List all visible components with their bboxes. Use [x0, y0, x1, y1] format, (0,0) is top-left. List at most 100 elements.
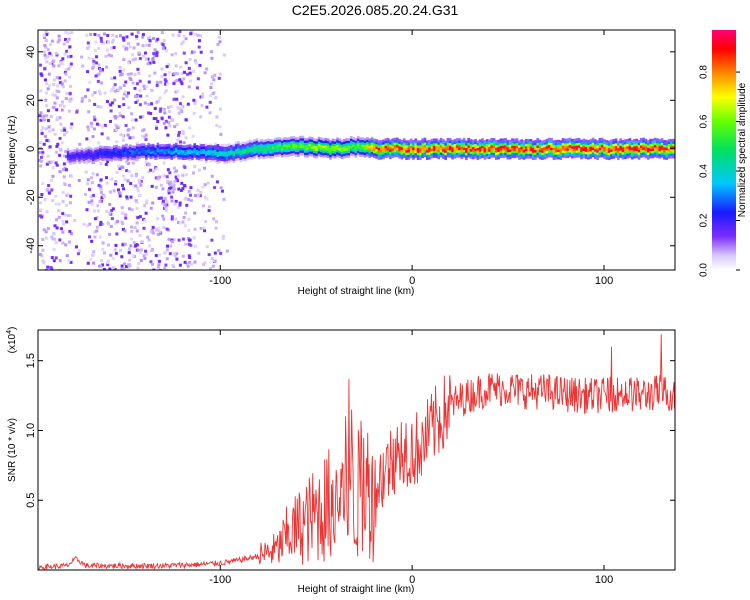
spectrogram-cell — [97, 141, 101, 145]
spectrogram-cell — [306, 152, 309, 156]
spectrogram-cell — [621, 152, 625, 155]
spectrogram-cell — [603, 144, 606, 147]
spectrogram-cell — [106, 160, 110, 164]
spectrogram-cell — [389, 142, 392, 145]
snr-line — [38, 334, 675, 570]
spectrogram-cell — [64, 243, 68, 247]
spectrogram-cell — [58, 81, 62, 85]
spectrogram-cell — [373, 148, 376, 151]
spectrogram-cell — [164, 126, 168, 130]
spectrogram-cell — [66, 155, 70, 159]
spectrogram-cell — [368, 140, 371, 144]
spectrogram-cell — [73, 161, 77, 164]
spectrogram-cell — [181, 147, 185, 151]
spectrogram-cell — [131, 157, 134, 161]
spectrogram-cell — [474, 143, 477, 147]
spectrogram-cell — [402, 150, 406, 154]
spectrogram-cell — [179, 149, 183, 153]
spectrogram-cell — [163, 144, 167, 148]
spectrogram-cell — [108, 158, 111, 161]
spectrogram-cell — [594, 151, 597, 154]
spectrogram-cell — [543, 151, 546, 155]
spectrogram-cell — [437, 154, 441, 157]
spectrogram-cell — [642, 149, 645, 153]
spectrogram-cell — [155, 100, 159, 104]
spectrogram-cell — [80, 147, 84, 151]
spectrogram-cell — [198, 148, 201, 151]
spectrogram-cell — [182, 34, 186, 38]
spectrogram-cell — [105, 65, 109, 69]
y-tick-label: 0 — [25, 146, 37, 152]
spectrogram-cell — [582, 153, 586, 156]
spectrogram-cell — [322, 145, 325, 149]
spectrogram-cell — [462, 154, 466, 158]
spectrogram-cell — [566, 140, 570, 144]
spectrogram-cell — [610, 144, 613, 148]
spectrogram-cell — [481, 152, 484, 156]
spectrogram-cell — [187, 66, 191, 70]
spectrogram-cell — [396, 154, 399, 158]
spectrogram-cell — [149, 149, 153, 152]
spectrogram-cell — [425, 147, 429, 151]
spectrogram-cell — [85, 224, 89, 228]
spectrogram-cell — [114, 221, 118, 225]
spectrogram-cell — [287, 144, 291, 148]
spectrogram-cell — [140, 155, 144, 159]
spectrogram-cell — [41, 149, 45, 153]
spectrogram-cell — [101, 155, 104, 159]
spectrogram-cell — [439, 152, 443, 156]
spectrogram-cell — [132, 46, 136, 50]
spectrogram-cell — [130, 53, 134, 57]
spectrogram-cell — [550, 137, 553, 141]
spectrogram-cell — [524, 143, 528, 147]
spectrogram-cell — [131, 126, 135, 130]
spectrogram-cell — [113, 267, 117, 270]
spectrogram-cell — [181, 150, 185, 153]
spectrogram-cell — [389, 154, 392, 157]
spectrogram-cell — [106, 261, 110, 265]
spectrogram-cell — [227, 150, 231, 154]
spectrogram-cell — [292, 140, 296, 144]
spectrogram-cell — [253, 151, 256, 154]
spectrogram-cell — [193, 260, 197, 264]
spectrogram-cell — [244, 158, 247, 162]
spectrogram-cell — [40, 128, 44, 132]
spectrogram-cell — [285, 139, 289, 143]
spectrogram-cell — [223, 144, 226, 147]
spectrogram-cell — [174, 142, 178, 146]
spectrogram-cell — [102, 32, 106, 36]
spectrogram-cell — [141, 176, 145, 180]
spectrogram-cell — [455, 147, 459, 151]
spectrogram-cell — [128, 45, 132, 49]
spectrogram-cell — [308, 148, 312, 152]
spectrogram-cell — [73, 156, 77, 160]
spectrogram-cell — [133, 148, 137, 151]
spectrogram-cell — [54, 161, 58, 165]
spectrogram-cell — [359, 144, 362, 148]
spectrogram-cell — [162, 107, 166, 111]
spectrogram-cell — [589, 144, 593, 147]
spectrogram-cell — [63, 79, 67, 83]
spectrogram-cell — [370, 149, 374, 153]
spectrogram-cell — [474, 151, 477, 154]
spectrogram-cell — [478, 151, 482, 155]
spectrogram-cell — [658, 146, 662, 149]
spectrogram-cell — [198, 152, 201, 156]
spectrogram-cell — [370, 144, 374, 148]
spectrogram-cell — [559, 149, 563, 153]
spectrogram-cell — [198, 194, 202, 198]
spectrogram-cell — [130, 174, 134, 178]
spectrogram-cell — [294, 151, 298, 155]
spectrogram-cell — [649, 148, 652, 152]
spectrogram-cell — [40, 193, 44, 197]
spectrogram-cell — [292, 143, 296, 146]
spectrogram-cell — [142, 145, 146, 149]
spectrogram-cell — [299, 147, 302, 151]
spectrogram-cell — [384, 155, 388, 158]
spectrogram-cell — [179, 108, 183, 112]
spectrogram-cell — [199, 95, 203, 99]
spectrogram-cell — [125, 94, 129, 98]
spectrogram-cell — [598, 142, 602, 146]
spectrogram-cell — [250, 157, 254, 160]
spectrogram-cell — [375, 139, 378, 142]
